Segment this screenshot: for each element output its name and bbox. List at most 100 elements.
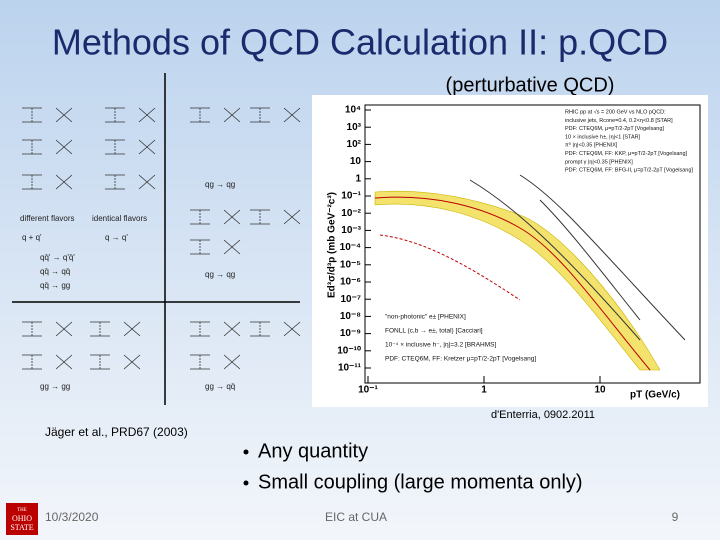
diagram-line: [223, 239, 241, 255]
curve: [374, 196, 651, 371]
process-label: qq̄ → gg: [40, 281, 70, 290]
process-label: qq̄' → q'q̄': [40, 253, 75, 262]
slide-title: Methods of QCD Calculation II: p.QCD: [52, 22, 668, 63]
y-tick-label: 10⁻⁴: [340, 242, 361, 253]
diagram-line: [55, 107, 73, 123]
diagram-row: [190, 354, 241, 370]
process-label: qg → qg: [205, 180, 235, 189]
diagram-row: [22, 354, 73, 370]
y-tick-label: 10⁻³: [341, 225, 361, 236]
y-tick-label: 10: [350, 156, 362, 167]
legend-entry: π⁰ |η|<0.35 [PHENIX]: [565, 142, 618, 149]
diagram-line: [223, 107, 241, 123]
y-tick-label: 10⁻¹: [341, 191, 361, 202]
diagram-line: [55, 139, 73, 155]
y-tick-label: 10⁻¹⁰: [337, 345, 361, 356]
diagram-row: [105, 174, 156, 190]
diagram-row: [90, 354, 141, 370]
diagram-row: [90, 321, 141, 337]
logo-text: OHIO: [12, 514, 32, 523]
diagram-line: [55, 174, 73, 190]
y-tick-label: 10⁻⁵: [340, 259, 361, 270]
diagram-row: [190, 107, 241, 123]
y-tick-label: 10²: [347, 139, 362, 150]
bullet-dot: [243, 480, 249, 486]
plot-frame: [364, 104, 701, 384]
x-tick-label: 1: [481, 385, 487, 396]
bullet-text: Small coupling (large momenta only): [258, 471, 583, 493]
x-tick-label: 10: [594, 385, 606, 396]
diagram-line: [138, 139, 156, 155]
y-tick-label: 1: [355, 173, 361, 184]
y-tick-label: 10⁻²: [341, 208, 361, 219]
y-tick-label: 10⁴: [345, 105, 361, 116]
flavor-label: identical flavors: [92, 214, 147, 223]
citation: d'Enterria, 0902.2011: [491, 409, 595, 421]
diagram-row: [250, 107, 301, 123]
process-label: q + q': [22, 233, 42, 242]
diagram-line: [123, 321, 141, 337]
y-tick-label: 10⁻⁹: [340, 328, 361, 339]
bullet-dot: [243, 449, 249, 455]
process-label: q → q': [105, 233, 128, 242]
diagram-line: [123, 354, 141, 370]
legend-entry: RHIC pp at √s = 200 GeV vs NLO pQCD:: [565, 108, 666, 115]
footer-event: EIC at CUA: [325, 510, 387, 524]
diagram-row: [250, 209, 301, 225]
process-label: qq̄ → qq̄: [40, 267, 70, 276]
diagram-row: [190, 209, 241, 225]
y-tick-label: 10⁻⁸: [340, 311, 361, 322]
curve: [469, 179, 641, 341]
logo: [6, 503, 38, 535]
legend-entry: "non-photonic" e± [PHENIX]: [385, 314, 466, 321]
diagram-row: [250, 321, 301, 337]
diagram-line: [283, 209, 301, 225]
x-tick-label: 10⁻¹: [358, 385, 378, 396]
y-tick-label: 10⁻⁷: [340, 294, 361, 305]
diagram-row: [105, 107, 156, 123]
curve: [379, 234, 521, 301]
legend-entry: prompt γ |η|<0.35 [PHENIX]: [565, 159, 633, 165]
process-label: qg → qg: [205, 270, 235, 279]
diagram-row: [22, 321, 73, 337]
diagram-line: [55, 354, 73, 370]
flavor-label: different flavors: [20, 214, 75, 223]
y-tick-label: 10⁻¹¹: [338, 363, 362, 374]
y-tick-label: 10⁻⁶: [340, 277, 361, 288]
x-axis-label: pT (GeV/c): [630, 390, 680, 401]
diagram-row: [105, 139, 156, 155]
footer-page: 9: [672, 510, 679, 524]
diagram-line: [223, 354, 241, 370]
curve: [519, 174, 686, 341]
legend-entry: 10 × inclusive h±, |η|<1 [STAR]: [565, 134, 641, 140]
legend-entry: inclusive jets, Rcone=0.4, 0.2<η<0.8 [ST…: [565, 118, 673, 124]
diagram-row: [22, 107, 73, 123]
logo-text: STATE: [10, 523, 33, 532]
curve: [539, 199, 641, 321]
y-axis-label: Ed³σ/d³p (mb GeV⁻²c³): [327, 192, 338, 298]
diagram-row: [22, 139, 73, 155]
citation: Jäger et al., PRD67 (2003): [45, 425, 188, 439]
y-tick-label: 10³: [347, 122, 362, 133]
diagram-line: [55, 321, 73, 337]
diagram-line: [283, 321, 301, 337]
diagram-row: [190, 239, 241, 255]
diagram-line: [223, 321, 241, 337]
legend-entry: 10⁻⁴ × inclusive h⁻, |η|=3.2 [BRAHMS]: [385, 342, 496, 349]
legend-entry: PDF: CTEQ6M, FF: BFG-II, μ=pT/2-2pT [Vog…: [565, 168, 693, 174]
process-label: gg → gg: [40, 382, 70, 391]
diagram-row: [190, 321, 241, 337]
diagram-line: [283, 107, 301, 123]
logo-text: THE: [17, 508, 27, 513]
footer-date: 10/3/2020: [45, 510, 99, 524]
bullet-text: Any quantity: [258, 440, 368, 462]
process-label: gg → qq̄: [205, 382, 235, 391]
legend-entry: PDF: CTEQ6M, FF: Kretzer μ=pT/2-2pT [Vog…: [385, 356, 536, 363]
diagram-line: [223, 209, 241, 225]
feynman-figure: [12, 73, 301, 405]
bullet-list: Any quantity Small coupling (large moment…: [243, 440, 583, 493]
legend-entry: FONLL (c,b → e±, total) [Cacciari]: [385, 328, 483, 335]
slide-subtitle: (perturbative QCD): [446, 74, 615, 96]
